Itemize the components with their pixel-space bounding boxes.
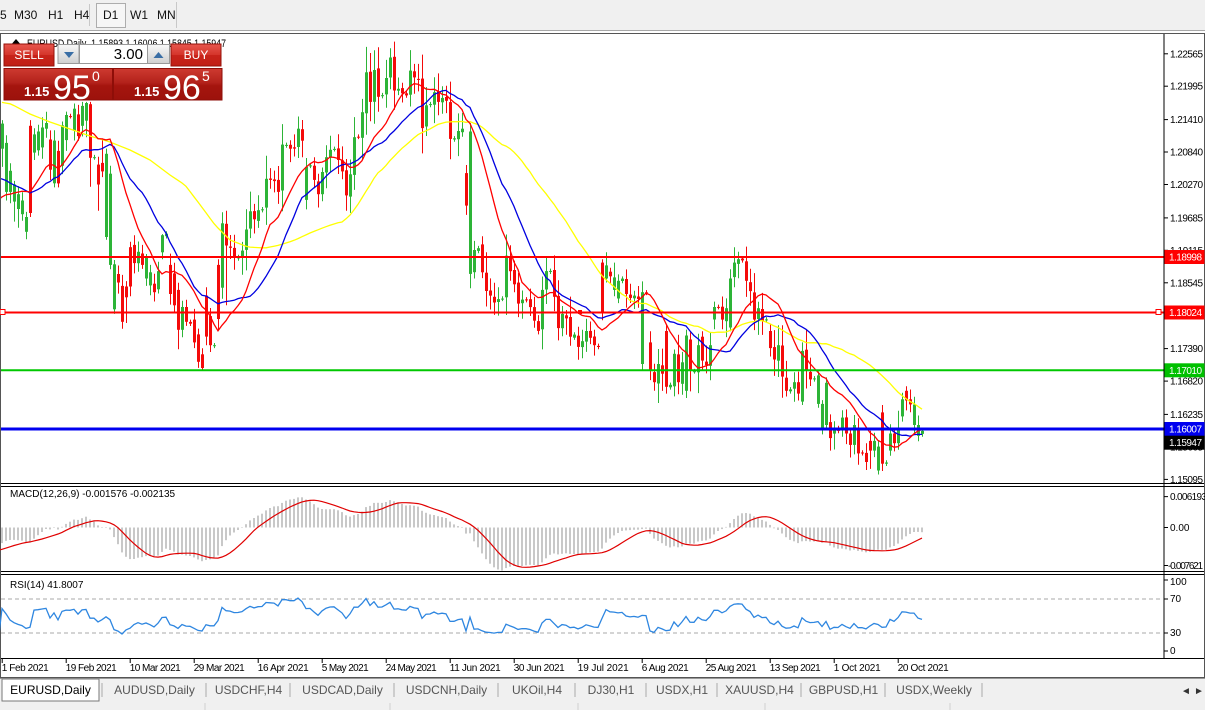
- svg-text:D1: D1: [103, 8, 119, 22]
- svg-text:1.16820: 1.16820: [1170, 377, 1203, 388]
- svg-text:19 Feb 2021: 19 Feb 2021: [66, 663, 117, 674]
- svg-text:GBPUSD,H1: GBPUSD,H1: [809, 683, 879, 697]
- svg-text:96: 96: [163, 69, 201, 107]
- svg-text:6 Aug 2021: 6 Aug 2021: [642, 663, 689, 674]
- svg-text:1.21410: 1.21410: [1170, 115, 1203, 126]
- svg-text:100: 100: [1170, 577, 1187, 588]
- svg-text:1.15095: 1.15095: [1170, 475, 1203, 486]
- svg-text:5 May 2021: 5 May 2021: [322, 663, 369, 674]
- svg-text:1.20840: 1.20840: [1170, 148, 1203, 159]
- svg-text:M30: M30: [14, 8, 38, 22]
- svg-text:1.15947: 1.15947: [1169, 438, 1202, 449]
- svg-text:1.20270: 1.20270: [1170, 180, 1203, 191]
- svg-text:30 Jun 2021: 30 Jun 2021: [514, 663, 565, 674]
- svg-text:USDX,H1: USDX,H1: [656, 683, 708, 697]
- svg-text:1.17390: 1.17390: [1170, 344, 1203, 355]
- svg-text:USDCNH,Daily: USDCNH,Daily: [406, 683, 487, 697]
- svg-text:W1: W1: [130, 8, 148, 22]
- svg-text:H1: H1: [48, 8, 64, 22]
- svg-text:70: 70: [1170, 594, 1182, 605]
- svg-text:UKOil,H4: UKOil,H4: [512, 683, 562, 697]
- svg-text:1.16235: 1.16235: [1170, 410, 1203, 421]
- svg-text:BUY: BUY: [184, 48, 209, 62]
- svg-text:1 Feb 2021: 1 Feb 2021: [2, 663, 49, 674]
- svg-text:1.22565: 1.22565: [1170, 49, 1203, 60]
- svg-text:10 Mar 2021: 10 Mar 2021: [130, 663, 181, 674]
- svg-text:MN: MN: [157, 8, 176, 22]
- svg-text:0.00: 0.00: [1170, 523, 1190, 534]
- svg-text:29 Mar 2021: 29 Mar 2021: [194, 663, 245, 674]
- svg-text:-0.007621: -0.007621: [1168, 561, 1203, 572]
- svg-text:0.006193: 0.006193: [1170, 492, 1205, 503]
- svg-text:19 Jul 2021: 19 Jul 2021: [578, 663, 629, 674]
- svg-text:SELL: SELL: [14, 48, 44, 62]
- svg-text:24 May 2021: 24 May 2021: [386, 663, 437, 674]
- svg-text:MACD(12,26,9) -0.001576 -0.002: MACD(12,26,9) -0.001576 -0.002135: [10, 489, 176, 500]
- svg-text:3.00: 3.00: [114, 46, 143, 63]
- svg-text:20 Oct 2021: 20 Oct 2021: [898, 663, 949, 674]
- svg-text:1.18545: 1.18545: [1170, 278, 1203, 289]
- svg-text:USDCAD,Daily: USDCAD,Daily: [302, 683, 383, 697]
- svg-text:AUDUSD,Daily: AUDUSD,Daily: [114, 683, 195, 697]
- svg-text:5: 5: [202, 68, 210, 84]
- svg-text:►: ►: [1194, 686, 1204, 697]
- svg-text:1.18024: 1.18024: [1169, 308, 1202, 319]
- svg-text:◄: ◄: [1181, 686, 1191, 697]
- svg-text:0: 0: [92, 68, 100, 84]
- svg-text:EURUSD,Daily: EURUSD,Daily: [10, 683, 91, 697]
- svg-text:95: 95: [53, 69, 91, 107]
- svg-text:1.17010: 1.17010: [1169, 366, 1202, 377]
- svg-text:1.15: 1.15: [24, 84, 49, 99]
- svg-text:1.19685: 1.19685: [1170, 213, 1203, 224]
- svg-text:USDCHF,H4: USDCHF,H4: [215, 683, 283, 697]
- svg-text:1.16007: 1.16007: [1169, 425, 1202, 436]
- svg-text:30: 30: [1170, 628, 1182, 639]
- svg-text:25 Aug 2021: 25 Aug 2021: [706, 663, 757, 674]
- svg-text:DJ30,H1: DJ30,H1: [588, 683, 635, 697]
- svg-text:5: 5: [0, 8, 7, 22]
- svg-text:XAUUSD,H4: XAUUSD,H4: [725, 683, 794, 697]
- svg-text:USDX,Weekly: USDX,Weekly: [896, 683, 972, 697]
- svg-text:H4: H4: [74, 8, 90, 22]
- svg-text:1 Oct 2021: 1 Oct 2021: [834, 663, 881, 674]
- svg-text:RSI(14) 41.8007: RSI(14) 41.8007: [10, 580, 84, 591]
- svg-text:1.15: 1.15: [134, 84, 159, 99]
- svg-text:16 Apr 2021: 16 Apr 2021: [258, 663, 309, 674]
- svg-text:13 Sep 2021: 13 Sep 2021: [770, 663, 821, 674]
- svg-text:0: 0: [1170, 646, 1176, 657]
- svg-text:1.18998: 1.18998: [1169, 253, 1202, 264]
- svg-text:11 Jun 2021: 11 Jun 2021: [450, 663, 501, 674]
- svg-text:1.21995: 1.21995: [1170, 82, 1203, 93]
